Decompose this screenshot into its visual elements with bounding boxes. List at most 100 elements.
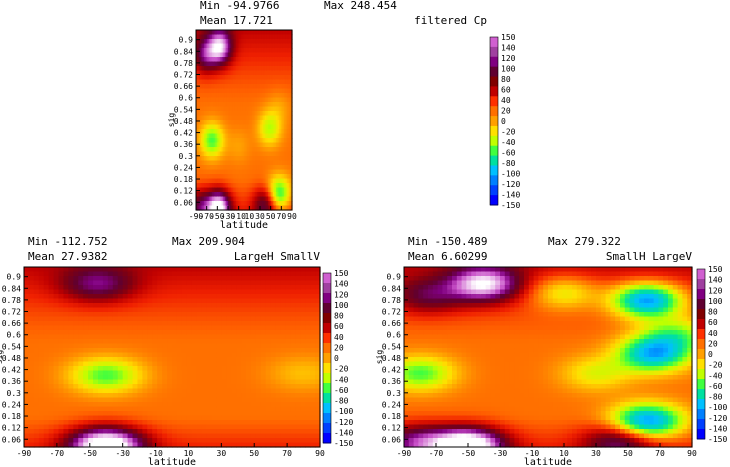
heatmap-cell: [247, 79, 250, 85]
heatmap-cell: [216, 393, 222, 399]
heatmap-cell: [236, 307, 242, 313]
heatmap-cell: [284, 156, 287, 162]
heatmap-cell: [216, 334, 222, 340]
heatmap-cell: [98, 415, 104, 421]
heatmap-cell: [310, 397, 316, 403]
mean-text-2: Mean 6.60299: [408, 250, 487, 263]
heatmap-cell: [258, 79, 261, 85]
heatmap-cell: [132, 366, 139, 372]
heatmap-cell: [201, 411, 208, 417]
heatmap-cell: [240, 75, 243, 81]
heatmap-cell: [210, 205, 213, 211]
heatmap-cell: [152, 303, 158, 309]
heatmap-cell: [196, 393, 203, 399]
heatmap-cell: [216, 312, 222, 318]
heatmap-cell: [152, 325, 158, 331]
heatmap-cell: [260, 138, 263, 144]
heatmap-cell: [253, 70, 256, 76]
heatmap-cell: [24, 316, 30, 322]
heatmap-cell: [310, 267, 316, 273]
heatmap-cell: [239, 178, 242, 184]
heatmap-cell: [202, 106, 205, 112]
heatmap-cell: [213, 75, 216, 81]
heatmap-cell: [127, 321, 134, 327]
heatmap-cell: [201, 361, 208, 367]
heatmap-cell: [215, 66, 218, 72]
heatmap-cell: [212, 70, 215, 76]
heatmap-cell: [221, 48, 224, 54]
heatmap-cell: [53, 379, 60, 385]
heatmap-cell: [205, 183, 208, 189]
heatmap-cell: [241, 280, 247, 286]
heatmap-cell: [242, 196, 245, 202]
heatmap-cell: [223, 43, 226, 49]
heatmap-cell: [196, 93, 199, 99]
heatmap-cell: [127, 442, 134, 448]
heatmap-cell: [24, 339, 30, 345]
heatmap-cell: [147, 388, 153, 394]
heatmap-cell: [204, 34, 207, 40]
heatmap-cell: [122, 316, 129, 322]
heatmap-cell: [260, 379, 267, 385]
heatmap-cell: [220, 178, 223, 184]
heatmap-cell: [206, 375, 213, 381]
heatmap-cell: [213, 142, 216, 148]
heatmap-cell: [245, 75, 248, 81]
heatmap-cell: [137, 375, 143, 381]
heatmap-cell: [199, 192, 202, 198]
heatmap-cell: [268, 147, 271, 153]
heatmap-cell: [127, 316, 134, 322]
heatmap-cell: [255, 325, 262, 331]
heatmap-cell: [191, 276, 198, 282]
heatmap-cell: [240, 142, 243, 148]
heatmap-cell: [274, 142, 277, 148]
heatmap-cell: [226, 397, 232, 403]
heatmap-cell: [132, 325, 139, 331]
heatmap-cell: [266, 88, 269, 94]
heatmap-cell: [137, 307, 143, 313]
heatmap-cell: [280, 289, 287, 295]
heatmap-cell: [112, 433, 119, 439]
heatmap-cell: [73, 267, 79, 273]
heatmap-cell: [167, 285, 173, 291]
heatmap-cell: [250, 165, 253, 171]
heatmap-cell: [276, 39, 279, 45]
heatmap-cell: [98, 267, 104, 273]
heatmap-cell: [276, 75, 279, 81]
heatmap-cell: [236, 289, 242, 295]
heatmap-cell: [196, 361, 203, 367]
heatmap-cell: [83, 276, 89, 282]
heatmap-cell: [216, 88, 219, 94]
chart-title-0: filtered Cp: [414, 14, 487, 27]
heatmap-cell: [242, 43, 245, 49]
heatmap-cell: [213, 201, 216, 207]
heatmap-cell: [48, 285, 55, 291]
heatmap-cell: [196, 151, 199, 157]
heatmap-cell: [239, 165, 242, 171]
heatmap-cell: [213, 39, 216, 45]
heatmap-cell: [63, 289, 69, 295]
heatmap-cell: [201, 307, 208, 313]
heatmap-cell: [274, 192, 277, 198]
heatmap-cell: [211, 307, 217, 313]
heatmap-cell: [266, 147, 269, 153]
heatmap-cell: [63, 343, 69, 349]
heatmap-cell: [83, 429, 89, 435]
heatmap-cell: [107, 406, 114, 412]
colorbar-frame: [322, 272, 332, 444]
heatmap-cell: [269, 93, 272, 99]
heatmap-cell: [206, 442, 213, 448]
heatmap-cell: [216, 294, 222, 300]
heatmap-cell: [220, 205, 223, 211]
heatmap-cell: [284, 34, 287, 40]
heatmap-cell: [112, 316, 119, 322]
heatmap-cell: [205, 111, 208, 117]
heatmap-cell: [201, 402, 208, 408]
heatmap-cell: [172, 357, 178, 363]
heatmap-cell: [226, 34, 229, 40]
heatmap-cell: [213, 57, 216, 63]
heatmap-cell: [248, 183, 251, 189]
heatmap-cell: [107, 397, 114, 403]
heatmap-cell: [234, 120, 237, 126]
heatmap-cell: [253, 124, 256, 130]
